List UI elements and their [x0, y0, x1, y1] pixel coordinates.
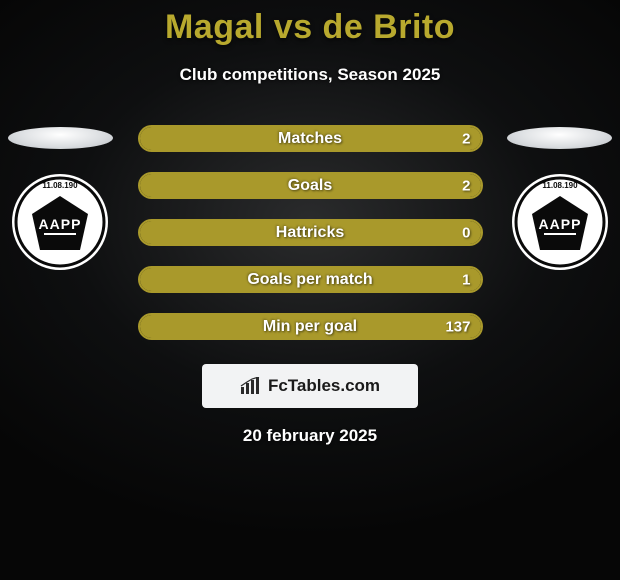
bar-value-right: 137: [445, 318, 470, 335]
stat-bars: Matches 2 Goals 2 Hattricks 0 Goals per match 1…: [138, 125, 483, 340]
svg-text:AAPP: AAPP: [539, 216, 582, 232]
player-disc-right: [507, 127, 612, 149]
subtitle: Club competitions, Season 2025: [0, 65, 620, 85]
stat-bar: Matches 2: [138, 125, 483, 152]
bar-value-right: 2: [462, 130, 470, 147]
stat-bar: Hattricks 0: [138, 219, 483, 246]
bar-label: Goals per match: [247, 271, 372, 289]
bar-label: Goals: [288, 177, 332, 195]
date-text: 20 february 2025: [0, 426, 620, 446]
svg-text:11.08.190: 11.08.190: [542, 181, 578, 190]
bar-value-right: 0: [462, 224, 470, 241]
player-disc-left: [8, 127, 113, 149]
bar-chart-icon: [240, 377, 262, 395]
bar-value-right: 2: [462, 177, 470, 194]
page-title: Magal vs de Brito: [0, 0, 620, 47]
club-badge-right: 11.08.190 AAPP: [510, 172, 610, 272]
stat-bar: Min per goal 137: [138, 313, 483, 340]
stat-bar: Goals 2: [138, 172, 483, 199]
svg-text:AAPP: AAPP: [39, 216, 82, 232]
bar-label: Matches: [278, 130, 342, 148]
attribution-text: FcTables.com: [268, 376, 380, 396]
attribution-box: FcTables.com: [202, 364, 418, 408]
stat-bar: Goals per match 1: [138, 266, 483, 293]
club-badge-left: 11.08.190 AAPP: [10, 172, 110, 272]
bar-label: Hattricks: [276, 224, 344, 242]
svg-text:11.08.190: 11.08.190: [42, 181, 78, 190]
bar-label: Min per goal: [263, 318, 357, 336]
bar-value-right: 1: [462, 271, 470, 288]
